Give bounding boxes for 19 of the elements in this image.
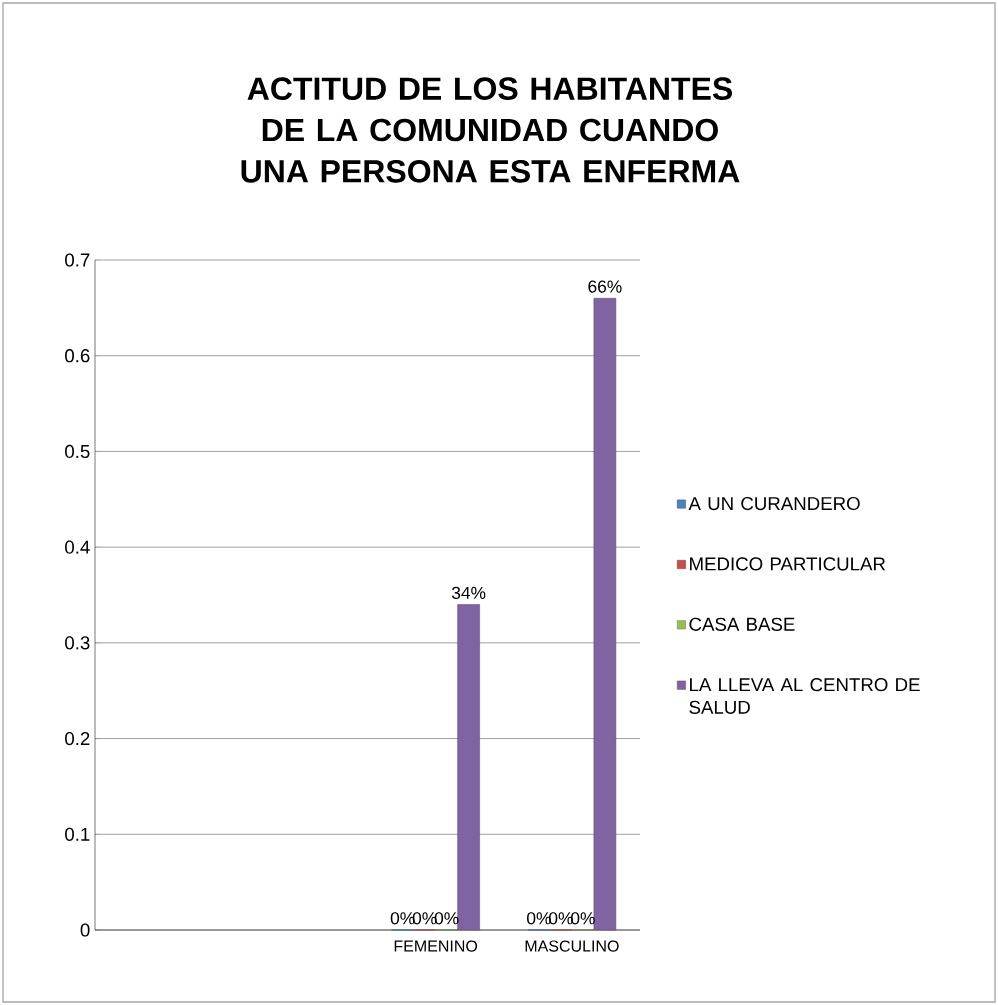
y-tick-label: 0.4 [65, 540, 90, 554]
y-tick-label: 0.5 [65, 444, 90, 459]
y-tick-label: 0.7 [65, 253, 90, 267]
legend-label: LA LLEVA AL CENTRO DE SALUD [689, 678, 920, 714]
data-label: 0% [549, 912, 573, 925]
x-tick-label: FEMENINO [394, 940, 478, 952]
data-label: 0% [527, 912, 551, 925]
legend-label: CASA BASE [689, 617, 795, 631]
x-tick-label: MASCULINO [525, 940, 619, 952]
y-tick-label: 0.3 [65, 636, 90, 650]
y-tick-label: 0.2 [65, 731, 90, 746]
y-tick-label: 0.6 [65, 349, 90, 363]
legend-label: A UN CURANDERO [688, 496, 860, 511]
y-tick-label: 0 [80, 923, 90, 937]
data-label: 66% [588, 280, 622, 293]
y-tick-label: 0.1 [65, 827, 90, 841]
legend-label: MEDICO PARTICULAR [690, 557, 886, 571]
data-label: 34% [451, 586, 486, 599]
chart-title: ACTITUD DE LOS HABITANTES DE LA COMUNIDAD CUANDO UNA PERSONA ESTA ENFERMA [241, 77, 740, 183]
